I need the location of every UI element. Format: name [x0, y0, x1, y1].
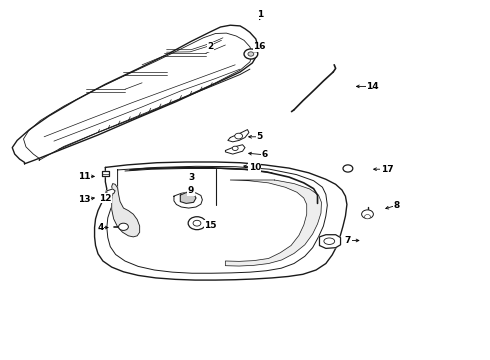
Text: 2: 2 [208, 42, 214, 51]
Text: 9: 9 [188, 186, 195, 195]
Circle shape [365, 215, 370, 219]
Circle shape [119, 223, 128, 230]
Text: 17: 17 [381, 165, 393, 174]
Text: 14: 14 [366, 82, 379, 91]
Text: 6: 6 [262, 150, 268, 159]
Text: 5: 5 [257, 132, 263, 141]
Polygon shape [174, 192, 202, 208]
Circle shape [235, 133, 243, 139]
Polygon shape [12, 25, 258, 164]
Polygon shape [319, 235, 341, 248]
Text: 13: 13 [78, 195, 91, 204]
Circle shape [248, 52, 254, 56]
Circle shape [244, 49, 258, 59]
Polygon shape [228, 130, 249, 142]
Text: 10: 10 [248, 163, 261, 172]
Text: 12: 12 [99, 194, 112, 202]
Circle shape [193, 220, 201, 226]
Text: 3: 3 [188, 173, 194, 182]
Polygon shape [112, 184, 140, 237]
Circle shape [232, 146, 238, 150]
Circle shape [362, 210, 373, 219]
Polygon shape [107, 189, 115, 195]
Text: 8: 8 [394, 201, 400, 210]
Circle shape [188, 217, 206, 230]
Polygon shape [225, 145, 245, 154]
Text: 11: 11 [78, 172, 91, 181]
Text: 4: 4 [97, 223, 104, 232]
Circle shape [343, 165, 353, 172]
Ellipse shape [324, 238, 335, 244]
Text: 7: 7 [344, 236, 351, 245]
Text: 1: 1 [257, 10, 263, 19]
Polygon shape [180, 193, 196, 203]
Polygon shape [102, 171, 109, 176]
Text: 16: 16 [253, 42, 266, 51]
Text: 15: 15 [204, 220, 217, 230]
Polygon shape [104, 194, 112, 199]
Polygon shape [225, 180, 321, 266]
Polygon shape [95, 162, 347, 280]
